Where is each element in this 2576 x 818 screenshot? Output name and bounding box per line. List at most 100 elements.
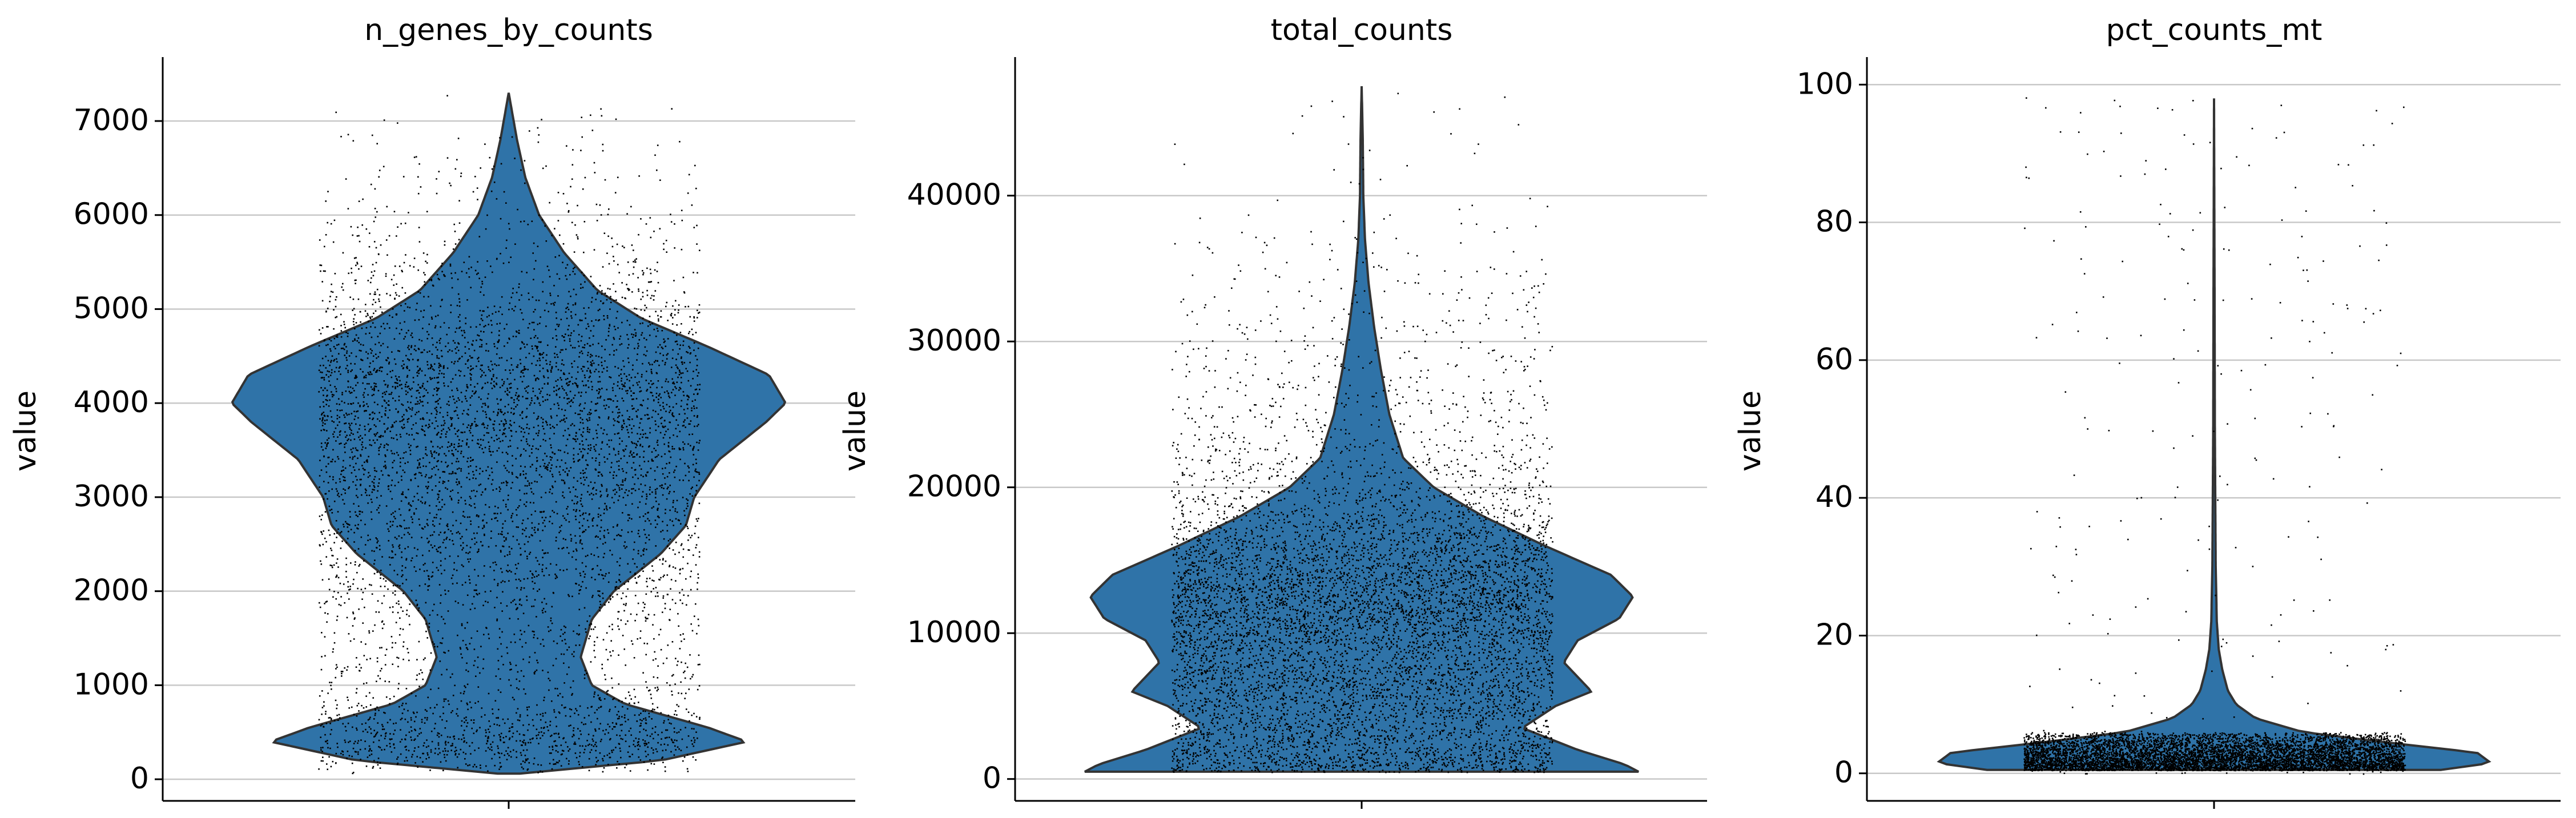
data-point [407,546,409,548]
data-point [690,678,691,680]
data-point [644,740,646,742]
data-point [502,499,504,501]
data-point [667,540,670,542]
data-point [391,351,393,353]
data-point [666,251,667,253]
data-point [337,746,339,748]
data-point [609,595,611,597]
data-point [424,717,426,719]
data-point [634,307,635,309]
data-point [486,522,488,524]
data-point [489,450,490,452]
data-point [337,719,339,721]
data-point [678,625,679,627]
data-point [402,176,405,178]
data-point [478,484,480,486]
data-point [501,296,503,298]
data-point [623,545,625,547]
data-point [682,633,684,635]
data-point [682,363,683,365]
data-point [630,205,632,208]
data-point [662,425,664,428]
data-point [420,732,422,734]
data-point [508,223,510,225]
data-point [369,748,371,750]
data-point [353,308,355,310]
data-point [358,710,360,712]
data-point [549,746,550,748]
data-point [593,696,595,698]
data-point [500,420,502,422]
data-point [438,534,440,536]
data-point [611,554,613,556]
data-point [673,434,674,436]
data-point [420,352,422,353]
data-point [399,333,401,335]
data-point [477,575,479,577]
data-point [456,582,458,584]
data-point [400,729,401,731]
data-point [323,379,325,381]
data-point [579,573,581,574]
data-point [379,678,381,680]
data-point [566,402,569,405]
data-point [581,271,583,273]
data-point [467,764,469,767]
data-point [528,536,530,538]
data-point [376,369,379,371]
data-point [634,456,635,458]
data-point [361,465,363,466]
data-point [518,505,520,507]
data-point [678,449,681,450]
data-point [570,400,572,402]
data-point [354,617,356,619]
data-point [331,420,333,422]
data-point [580,586,582,587]
data-point [413,547,416,549]
data-point [418,585,421,587]
data-point [498,490,501,492]
data-point [479,346,481,348]
data-point [436,393,438,396]
data-point [383,323,385,325]
data-point [378,436,380,438]
data-point [572,680,574,682]
data-point [597,475,599,477]
data-point [377,507,380,509]
data-point [606,490,607,492]
data-point [331,566,333,569]
data-point [415,422,417,424]
data-point [453,446,455,448]
data-point [534,510,536,512]
data-point [567,452,569,454]
data-point [663,443,665,445]
data-point [533,502,534,504]
data-point [639,438,641,440]
data-point [405,254,406,256]
data-point [579,352,581,354]
data-point [532,719,534,721]
data-point [669,538,671,540]
data-point [510,425,512,426]
data-point [626,546,627,548]
data-point [571,221,573,224]
data-point [432,520,434,522]
data-point [599,495,602,498]
data-point [542,612,544,614]
data-point [552,451,553,453]
data-point [432,610,434,611]
data-point [586,428,589,430]
data-point [325,200,327,202]
data-point [698,624,700,627]
data-point [638,381,640,383]
data-point [680,357,682,359]
data-point [526,438,528,440]
data-point [545,552,546,554]
data-point [373,393,375,396]
data-point [512,465,514,466]
data-point [505,539,507,541]
data-point [362,468,364,469]
data-point [318,719,320,721]
data-point [553,759,554,761]
data-point [442,482,444,484]
